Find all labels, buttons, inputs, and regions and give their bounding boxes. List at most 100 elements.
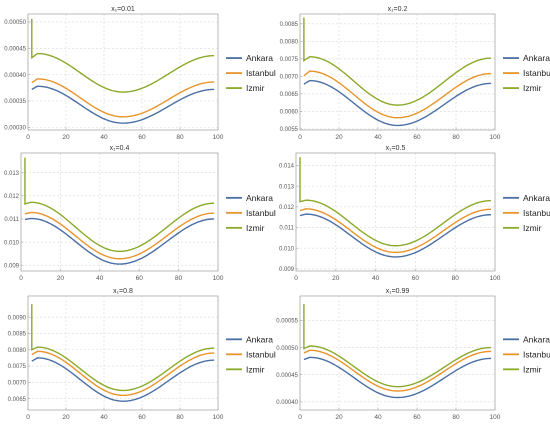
y-tick-label: 0.009	[279, 267, 295, 273]
x-tick-label: 0	[26, 134, 30, 141]
chart-panel: 0 20 40 60 80 100 0.00040 0.00045 0.00050 0.00055…	[276, 288, 550, 421]
y-tick-label: 0.0065	[8, 397, 27, 403]
y-tick-label: 0.0080	[280, 40, 299, 46]
series-line-ankara	[303, 356, 492, 399]
legend-label: Istanbul	[523, 208, 550, 218]
series-line-izmir	[24, 157, 215, 253]
legend-label: Ankara	[246, 53, 273, 63]
series-line-istanbul	[299, 208, 492, 254]
y-tick-label: 0.013	[279, 184, 295, 190]
y-tick-label: 0.00040	[4, 73, 26, 79]
plot-frame	[20, 152, 219, 272]
legend-label: Istanbul	[523, 68, 550, 78]
legend-label: Izmir	[523, 364, 542, 374]
series-line-istanbul	[31, 350, 215, 397]
y-tick-label: 0.010	[4, 240, 20, 246]
chart-title: x₁=0.2	[388, 6, 408, 13]
y-tick-label: 0.0090	[8, 315, 27, 321]
legend-label: Izmir	[246, 223, 265, 233]
plot-frame	[299, 295, 496, 411]
series-line-ankara	[299, 213, 492, 258]
y-tick-label: 0.0055	[280, 127, 299, 133]
legend-label: Ankara	[246, 193, 273, 203]
x-tick-label: 60	[413, 414, 421, 421]
x-tick-label: 0	[294, 275, 298, 282]
y-tick-label: 0.00045	[4, 46, 26, 52]
series-line-izmir	[299, 157, 492, 247]
y-tick-label: 0.00030	[4, 126, 26, 132]
x-tick-label: 20	[57, 275, 65, 282]
x-tick-label: 60	[413, 134, 421, 141]
series-line-izmir	[31, 304, 215, 392]
y-tick-label: 0.012	[279, 205, 295, 211]
plot-frame	[295, 152, 496, 272]
series-line-ankara	[31, 357, 215, 402]
legend-label: Ankara	[246, 334, 273, 344]
series-line-izmir	[303, 17, 492, 106]
y-tick-label: 0.00045	[276, 373, 298, 379]
x-tick-label: 0	[19, 275, 23, 282]
legend-label: Izmir	[246, 83, 265, 93]
x-tick-label: 100	[490, 134, 501, 141]
x-tick-label: 80	[452, 275, 460, 282]
x-tick-label: 100	[490, 275, 501, 282]
x-tick-label: 80	[452, 414, 460, 421]
series-line-izmir	[303, 304, 492, 388]
series-line-istanbul	[31, 78, 215, 118]
x-tick-label: 40	[374, 414, 382, 421]
x-tick-label: 80	[175, 275, 183, 282]
chart-title: x₁=0.4	[110, 145, 130, 152]
legend-label: Ankara	[523, 334, 550, 344]
y-tick-label: 0.00035	[4, 99, 26, 105]
plot-frame	[27, 295, 219, 411]
legend-label: Izmir	[523, 83, 542, 93]
y-tick-label: 0.0060	[280, 110, 299, 116]
plot-frame	[27, 13, 219, 131]
y-tick-label: 0.0065	[280, 92, 299, 98]
series-line-istanbul	[303, 349, 492, 392]
x-tick-label: 20	[332, 275, 340, 282]
x-tick-label: 80	[452, 134, 460, 141]
chart-panel: 0 20 40 60 80 100 0.009 0.010 0.011 0.012 0.013 0.0…	[279, 145, 550, 282]
x-tick-label: 60	[136, 275, 144, 282]
x-tick-label: 40	[374, 134, 382, 141]
legend-label: Istanbul	[246, 208, 276, 218]
series-line-ankara	[303, 79, 492, 127]
series-line-istanbul	[303, 70, 492, 119]
chart-panel: 0 20 40 60 80 100 0.0055 0.0060 0.0065 0.0070 0.00…	[280, 6, 550, 141]
series-line-ankara	[31, 85, 215, 124]
y-tick-label: 0.0075	[8, 364, 27, 370]
x-tick-label: 100	[213, 275, 224, 282]
chart-title: x₁=0.5	[386, 145, 406, 152]
x-tick-label: 40	[100, 134, 108, 141]
legend-label: Istanbul	[246, 68, 276, 78]
series-line-izmir	[31, 18, 215, 93]
y-tick-label: 0.00050	[276, 346, 298, 352]
legend-label: Ankara	[523, 193, 550, 203]
chart-title: x₁=0.99	[386, 288, 410, 295]
legend-label: Istanbul	[246, 349, 276, 359]
y-tick-label: 0.0075	[280, 57, 299, 63]
y-tick-label: 0.013	[4, 171, 20, 177]
y-tick-label: 0.00040	[276, 400, 298, 406]
x-tick-label: 100	[490, 414, 501, 421]
chart-panel: 0 20 40 60 80 100 0.00030 0.00035 0.00040 0.00045…	[4, 6, 276, 141]
chart-title: x₁=0.8	[113, 288, 133, 295]
x-tick-label: 20	[335, 134, 343, 141]
legend-label: Izmir	[523, 223, 542, 233]
chart-title: x₁=0.01	[111, 6, 135, 13]
x-tick-label: 0	[26, 414, 30, 421]
y-tick-label: 0.0080	[8, 348, 27, 354]
y-tick-label: 0.009	[4, 263, 20, 269]
x-tick-label: 20	[62, 414, 70, 421]
x-tick-label: 80	[176, 414, 184, 421]
x-tick-label: 0	[298, 134, 302, 141]
y-tick-label: 0.012	[4, 194, 20, 200]
y-tick-label: 0.0070	[280, 75, 299, 81]
y-tick-label: 0.011	[279, 226, 294, 232]
x-tick-label: 40	[96, 275, 104, 282]
x-tick-label: 100	[213, 134, 224, 141]
y-tick-label: 0.00055	[276, 319, 298, 325]
x-tick-label: 20	[62, 134, 70, 141]
